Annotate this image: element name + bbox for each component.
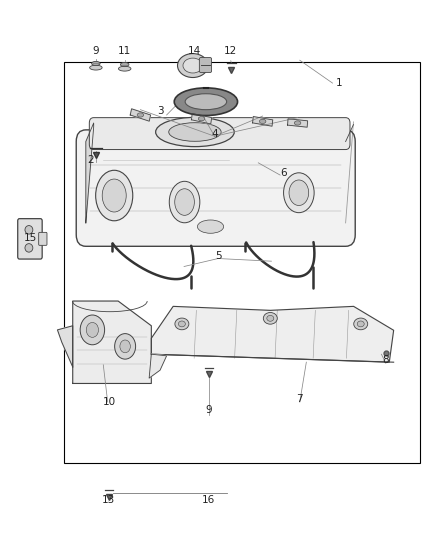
Ellipse shape <box>86 322 99 337</box>
Text: 7: 7 <box>297 394 303 405</box>
Ellipse shape <box>289 180 309 206</box>
Text: 2: 2 <box>87 155 93 165</box>
Text: 1: 1 <box>336 78 343 88</box>
Polygon shape <box>73 301 151 383</box>
FancyBboxPatch shape <box>76 130 355 246</box>
Polygon shape <box>191 114 212 124</box>
Ellipse shape <box>175 318 189 330</box>
Ellipse shape <box>177 54 208 77</box>
Ellipse shape <box>102 179 126 212</box>
Ellipse shape <box>120 62 129 67</box>
Text: 12: 12 <box>224 46 237 56</box>
Text: 4: 4 <box>211 128 218 139</box>
Ellipse shape <box>90 65 102 70</box>
Ellipse shape <box>263 312 277 324</box>
Text: 5: 5 <box>215 251 222 261</box>
Ellipse shape <box>283 173 314 213</box>
Ellipse shape <box>25 244 33 252</box>
Polygon shape <box>130 109 151 121</box>
Ellipse shape <box>178 321 185 327</box>
Ellipse shape <box>25 225 33 234</box>
Text: 3: 3 <box>157 106 163 116</box>
FancyBboxPatch shape <box>18 219 42 259</box>
Text: 15: 15 <box>24 233 37 244</box>
FancyBboxPatch shape <box>199 58 212 72</box>
Ellipse shape <box>198 117 205 121</box>
Ellipse shape <box>120 340 131 353</box>
Text: 13: 13 <box>102 495 115 505</box>
Ellipse shape <box>198 220 224 233</box>
Polygon shape <box>57 326 73 367</box>
Ellipse shape <box>174 88 237 116</box>
Ellipse shape <box>259 119 266 124</box>
Ellipse shape <box>175 189 194 215</box>
Ellipse shape <box>294 121 301 125</box>
Ellipse shape <box>354 318 368 330</box>
Polygon shape <box>149 354 166 378</box>
Ellipse shape <box>267 316 274 321</box>
Ellipse shape <box>115 334 136 359</box>
Ellipse shape <box>169 123 221 141</box>
Text: 11: 11 <box>118 46 131 56</box>
Ellipse shape <box>185 94 226 110</box>
Text: 10: 10 <box>102 397 116 407</box>
Ellipse shape <box>137 113 144 117</box>
Ellipse shape <box>92 61 100 66</box>
Text: 16: 16 <box>201 495 215 505</box>
Text: 8: 8 <box>382 354 389 365</box>
FancyBboxPatch shape <box>89 118 350 150</box>
FancyBboxPatch shape <box>39 232 47 245</box>
Text: 6: 6 <box>280 168 287 179</box>
Ellipse shape <box>118 66 131 71</box>
Text: 14: 14 <box>188 46 201 56</box>
Text: 9: 9 <box>206 405 212 415</box>
Ellipse shape <box>169 181 200 223</box>
Polygon shape <box>288 119 307 127</box>
Bar <box>64 62 420 463</box>
Ellipse shape <box>155 117 234 147</box>
Ellipse shape <box>357 321 364 327</box>
Ellipse shape <box>95 170 133 221</box>
Text: 9: 9 <box>92 46 99 56</box>
Polygon shape <box>253 117 273 126</box>
Ellipse shape <box>80 315 105 345</box>
Polygon shape <box>151 306 394 362</box>
Polygon shape <box>86 123 94 223</box>
Ellipse shape <box>183 58 203 73</box>
